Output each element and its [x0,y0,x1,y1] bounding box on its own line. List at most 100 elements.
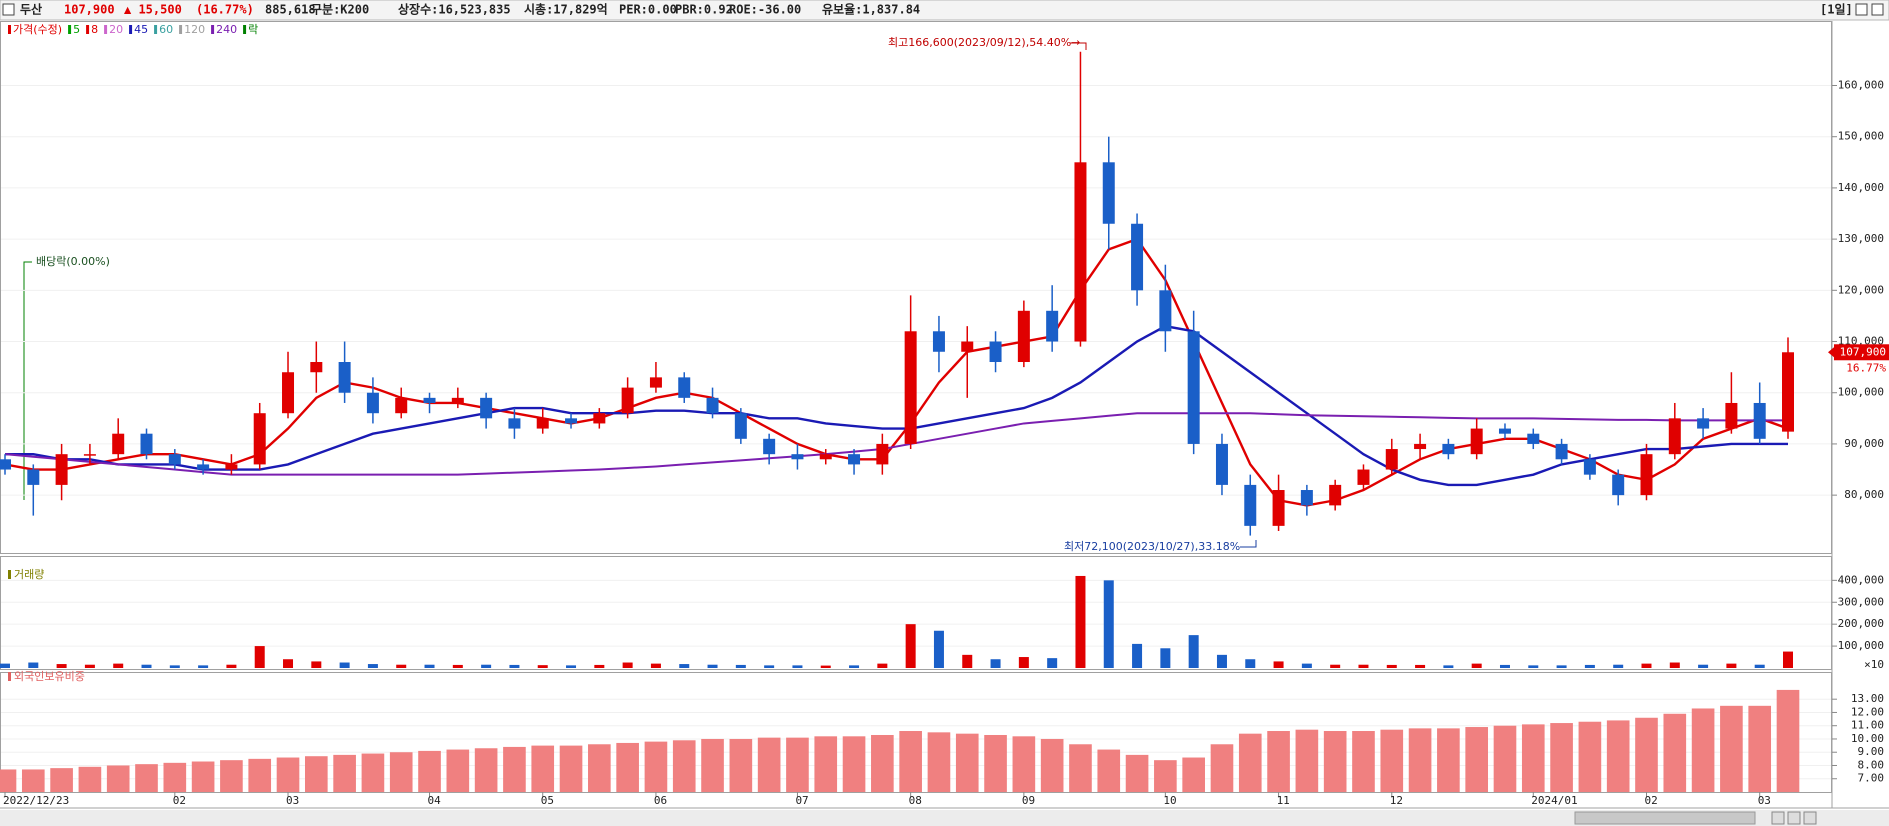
listed-shares: 상장수:16,523,835 [398,2,511,17]
x-tick-label: 04 [428,794,442,807]
legend-swatch [154,25,158,34]
y-tick-label: 80,000 [1844,488,1884,501]
bar [1047,658,1058,668]
bar [531,745,555,792]
candle-body [848,454,861,465]
bar [1330,664,1341,668]
bar [1641,663,1652,668]
trade-volume: 885,618 [265,3,316,17]
bar [424,664,435,668]
x-tick-label: 03 [286,794,299,807]
bar [1075,575,1086,668]
legend-label: 20 [109,23,123,36]
candle-body [1074,162,1087,342]
bar [1691,708,1715,792]
candle-body [989,341,1002,363]
minimize-button[interactable] [1855,3,1868,16]
close-button[interactable] [1871,3,1884,16]
unit-label: ×10 [1864,658,1884,671]
candle-body [1612,474,1625,496]
reserve-ratio: 유보율:1,837.84 [822,3,920,17]
market-cap: 시총:17,829억 [524,2,608,17]
bar [78,766,102,792]
bar [1698,664,1709,668]
candle-body [1244,484,1257,526]
candle-body [621,387,634,414]
x-tick-label: 07 [795,794,808,807]
bar [113,663,124,668]
candle-body [734,413,747,439]
bar [304,756,328,792]
panel-legend-swatch [8,570,11,579]
zoom-reset-button[interactable] [1803,811,1817,825]
dividend-marker-line [23,261,32,500]
candle-body [1272,490,1285,526]
candle-body [1046,310,1059,342]
bar [56,664,67,668]
scrollbar-thumb[interactable] [1574,811,1756,825]
candle-body [1442,443,1455,455]
bar [1323,731,1347,792]
bar [707,664,718,668]
bar [1437,728,1460,792]
candle-body [112,433,125,455]
bar [622,662,633,668]
bar [1380,729,1404,792]
bar [220,760,243,792]
candle-body [480,397,493,419]
bar [1182,757,1205,792]
low-annotation: 최저72,100(2023/10/27),33.18% [1064,540,1240,553]
y-tick-label: 140,000 [1838,181,1884,194]
zoom-in-button[interactable] [1771,811,1785,825]
candle-body [678,377,691,398]
x-tick-label: 06 [654,794,667,807]
bar [198,665,209,668]
y-tick-label: 10.00 [1851,732,1884,745]
candle-body [197,464,210,470]
bar [1386,664,1397,668]
panel-legend-swatch [8,672,11,681]
bar [764,665,775,668]
per: PER:0.00 [619,3,677,17]
bar [311,661,322,668]
legend-label: 5 [73,23,80,36]
bar [1776,689,1800,792]
bar [1748,705,1772,792]
bar [135,764,158,792]
bar [1245,659,1256,668]
x-tick-label: 02 [1644,794,1657,807]
candle-body [395,397,408,414]
bar [191,761,215,792]
high-annotation: 최고166,600(2023/09/12),54.40%→ [888,36,1080,49]
candle-body [310,362,323,373]
y-tick-label: 150,000 [1838,130,1884,143]
bar [389,752,413,792]
window-checkbox[interactable] [2,3,15,16]
candle-body [961,341,974,352]
zoom-out-button[interactable] [1787,811,1801,825]
price-tag-change: 16.77% [1846,361,1886,374]
panel-title: 외국인보유비중 [14,670,85,683]
stock-price: 107,900 [64,3,115,17]
bar [1040,738,1064,792]
bar [735,664,746,668]
y-tick-label: 11.00 [1851,719,1884,732]
candle-body [1017,310,1030,363]
candle-body [819,454,832,460]
bar [0,769,17,792]
bar [1295,729,1319,792]
bar [333,754,356,792]
scrollbar-track[interactable] [0,810,1889,826]
y-tick-label: 110,000 [1838,335,1884,348]
bar [820,665,831,668]
price-change: ▲ 15,500 [124,3,182,17]
bar [899,731,922,792]
legend-swatch [243,25,247,34]
index-class: 구분:K200 [311,3,369,17]
candle-body [225,464,238,470]
bar [984,734,1007,792]
bar [106,765,130,792]
y-tick-label: 200,000 [1838,617,1884,630]
period-selector[interactable]: [1일] [1820,3,1853,17]
